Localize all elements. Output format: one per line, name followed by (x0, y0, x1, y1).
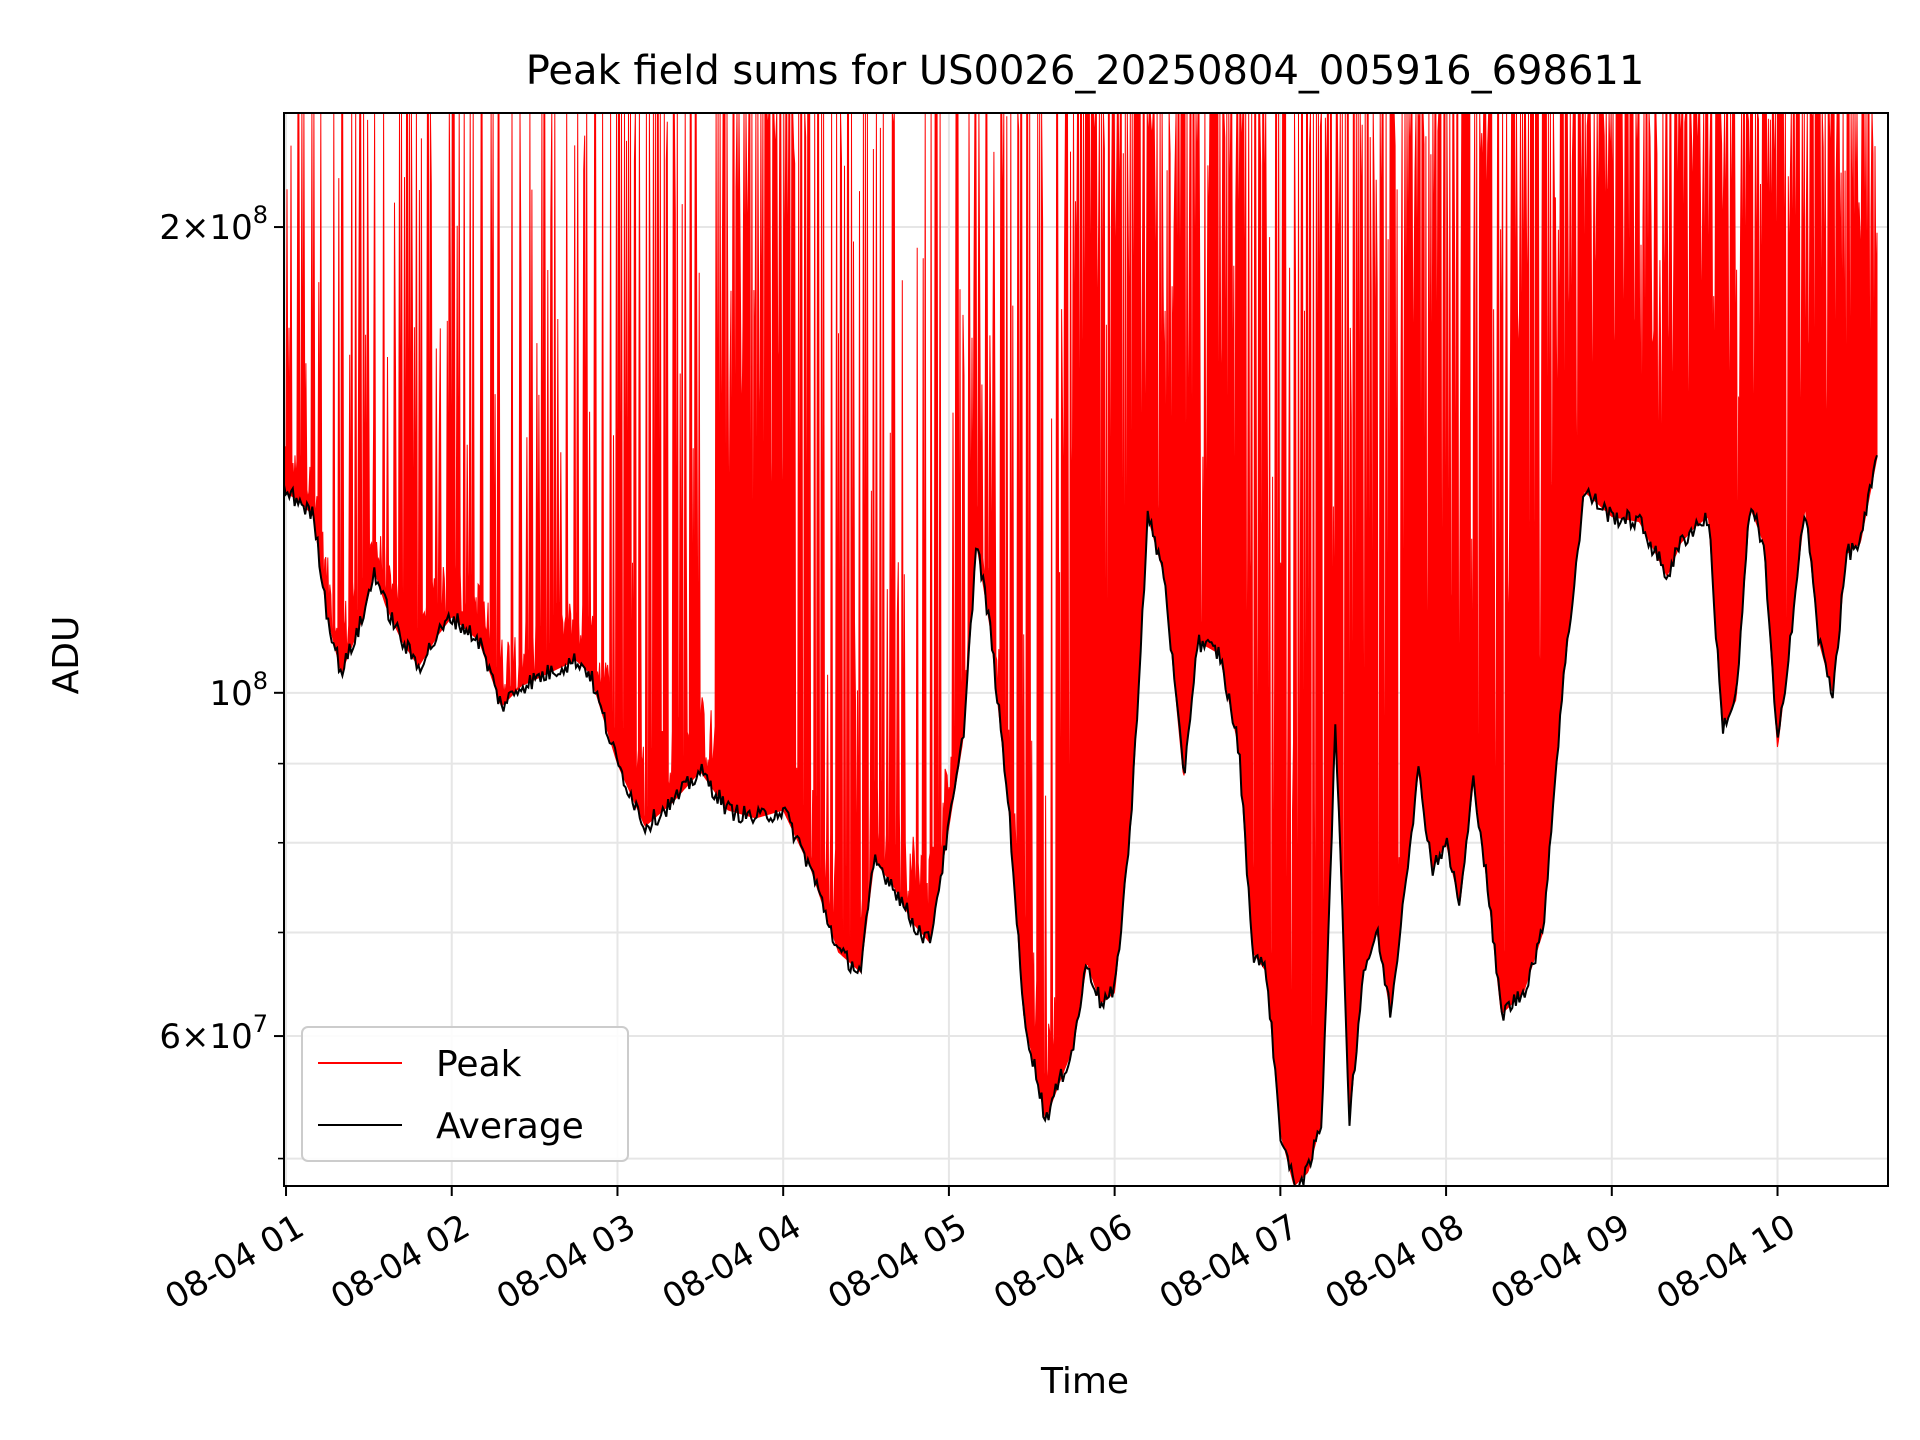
average-series-line (284, 454, 1878, 1186)
chart-title: Peak field sums for US0026_20250804_0059… (526, 48, 1645, 94)
y-axis: 6×107 108 2×108 (159, 201, 284, 1160)
legend-box (301, 1026, 629, 1162)
y-tick-label: 6×107 (159, 1010, 268, 1057)
legend: Peak Average (301, 1026, 629, 1162)
axes-frame (283, 112, 1889, 1187)
y-axis-label: ADU (46, 616, 87, 695)
x-axis-label: Time (1040, 1361, 1129, 1402)
legend-label-peak: Peak (436, 1044, 522, 1085)
y-tick-label: 108 (209, 667, 268, 714)
plot-area (284, 113, 1878, 1186)
legend-label-average: Average (436, 1106, 584, 1147)
y-tick-label: 2×108 (159, 201, 268, 248)
